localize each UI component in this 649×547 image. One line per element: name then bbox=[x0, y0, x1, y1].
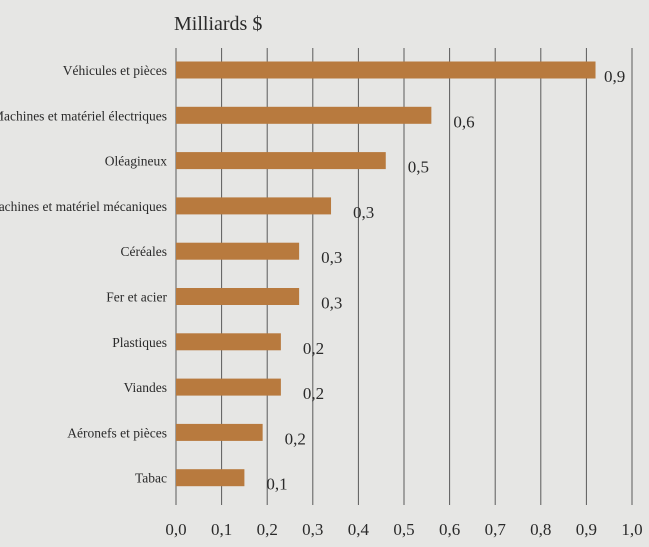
bar bbox=[176, 152, 386, 170]
bar bbox=[176, 378, 281, 396]
value-label: 0,2 bbox=[285, 429, 306, 448]
bar bbox=[176, 197, 332, 215]
value-label: 0,1 bbox=[266, 475, 287, 494]
x-tick-label: 0,5 bbox=[393, 520, 414, 539]
bar bbox=[176, 242, 300, 260]
value-label: 0,5 bbox=[408, 158, 429, 177]
label-layer: Véhicules et pièces 0,9 Machines et matéri… bbox=[0, 63, 625, 494]
category-label: Céréales bbox=[121, 244, 167, 259]
x-tick-label: 0,1 bbox=[211, 520, 232, 539]
x-tick-label: 0,0 bbox=[165, 520, 186, 539]
category-label: Tabac bbox=[135, 471, 167, 486]
bar-layer bbox=[176, 61, 596, 487]
value-label: 0,3 bbox=[321, 294, 342, 313]
category-label: Machines et matériel mécaniques bbox=[0, 199, 167, 214]
x-tick-label: 0,7 bbox=[485, 520, 507, 539]
value-label: 0,2 bbox=[303, 384, 324, 403]
category-label: Plastiques bbox=[112, 335, 167, 350]
value-label: 0,6 bbox=[453, 112, 474, 131]
value-label: 0,2 bbox=[303, 339, 324, 358]
category-label: Aéronefs et pièces bbox=[67, 425, 167, 440]
category-label: Viandes bbox=[124, 380, 167, 395]
tick-layer: 0,0 0,1 0,2 0,3 0,4 0,5 0,6 0,7 0,8 0,9 1,0 bbox=[165, 520, 642, 539]
category-label: Oléagineux bbox=[105, 154, 167, 169]
unit-label: Milliards $ bbox=[174, 13, 262, 35]
x-tick-label: 0,2 bbox=[257, 520, 278, 539]
category-label: Machines et matériel électriques bbox=[0, 108, 167, 123]
bar bbox=[176, 469, 245, 487]
category-label: Fer et acier bbox=[106, 290, 167, 305]
bar bbox=[176, 106, 432, 124]
grid-layer bbox=[175, 48, 633, 505]
value-label: 0,3 bbox=[353, 203, 374, 222]
bar bbox=[176, 61, 596, 79]
x-tick-label: 0,8 bbox=[530, 520, 551, 539]
bar bbox=[176, 288, 300, 305]
x-tick-label: 0,4 bbox=[348, 520, 370, 539]
bar bbox=[176, 333, 281, 351]
bar bbox=[176, 423, 263, 441]
x-tick-label: 0,6 bbox=[439, 520, 460, 539]
x-tick-label: 0,3 bbox=[302, 520, 323, 539]
x-tick-label: 0,9 bbox=[576, 520, 597, 539]
x-tick-label: 1,0 bbox=[621, 520, 642, 539]
category-label: Véhicules et pièces bbox=[63, 63, 167, 78]
value-label: 0,9 bbox=[604, 67, 625, 86]
value-label: 0,3 bbox=[321, 248, 342, 267]
